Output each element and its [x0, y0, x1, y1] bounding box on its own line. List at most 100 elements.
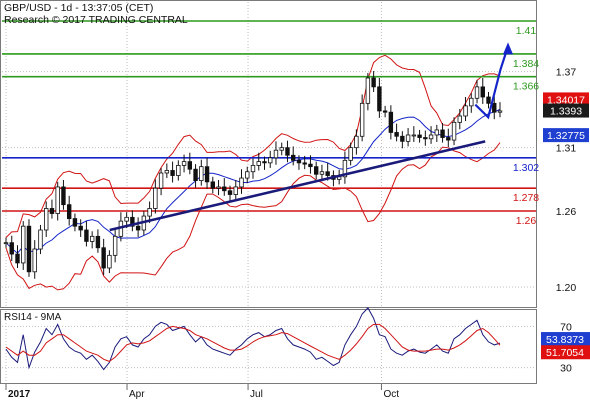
candle-body	[463, 105, 468, 117]
candle-body	[101, 247, 106, 269]
candle-body	[193, 168, 198, 181]
level-label: 1.26	[516, 215, 537, 227]
candle-body	[26, 225, 32, 273]
price-panel: 1.41 1.384 1.366 1.302 1.278 1.26 1.37 1.31 1.2…	[0, 0, 589, 308]
price-tick-label: 1.26	[556, 206, 577, 218]
candle-body	[354, 135, 359, 149]
candle-body	[474, 86, 480, 99]
candle-body	[394, 132, 399, 137]
rsi-tag-label: 51.7054	[546, 347, 584, 359]
candle-body	[446, 137, 451, 141]
candle-body	[302, 162, 307, 165]
candle-body	[72, 218, 78, 227]
candle-body	[95, 235, 101, 249]
candle-body	[153, 187, 158, 209]
candle-body	[256, 161, 261, 166]
rsi-panel-border	[0, 309, 537, 384]
candle-body	[227, 190, 233, 195]
candle-body	[204, 166, 210, 183]
price-tag	[543, 128, 589, 143]
candle-body	[388, 111, 394, 133]
candle-body	[342, 159, 348, 178]
candle-body	[359, 102, 365, 137]
price-tag-label: 1.34017	[547, 94, 585, 106]
price-panel-border	[0, 0, 537, 308]
candle-body	[239, 177, 244, 188]
level-label: 1.278	[513, 192, 539, 204]
scenario-path	[474, 45, 510, 120]
x-axis: 2017 Apr Jul Oct	[5, 384, 399, 400]
rsi-tag	[541, 345, 590, 360]
x-tick-label: Apr	[129, 389, 145, 400]
candle-body	[492, 102, 497, 113]
x-tick-label: Jul	[250, 389, 263, 400]
rsi-y-axis: 70 30	[560, 321, 572, 374]
candle-body	[417, 134, 422, 138]
rsi-tick-label: 70	[560, 321, 572, 333]
candle-body	[107, 254, 112, 269]
candle-body	[55, 186, 60, 214]
candle-body	[49, 208, 55, 214]
candle-body	[273, 149, 279, 159]
moving-average	[5, 108, 501, 254]
candle-body	[291, 154, 296, 161]
candle-body	[158, 172, 164, 189]
candle-body	[21, 225, 26, 264]
candle-body	[451, 121, 457, 141]
candlesticks	[3, 71, 503, 279]
bollinger-lower	[5, 142, 501, 291]
rsi-tick-label: 30	[560, 363, 572, 375]
price-tick-label: 1.31	[556, 143, 577, 155]
level-label: 1.384	[513, 58, 539, 70]
candle-body	[176, 164, 181, 176]
candle-body	[268, 157, 273, 164]
x-tick-label: Oct	[383, 389, 399, 400]
rsi-tag-label: 53.8373	[546, 334, 584, 346]
chart-copyright: Research © 2017 TRADING CENTRAL	[4, 14, 188, 26]
scenario-arrowhead	[503, 42, 513, 55]
level-label: 1.302	[513, 162, 539, 174]
candle-body	[480, 86, 485, 98]
candle-body	[147, 208, 152, 217]
candle-body	[377, 86, 382, 112]
scenario-arrow	[474, 42, 513, 120]
x-tick-label: 2017	[8, 389, 31, 400]
price-y-axis: 1.37 1.31 1.26 1.20	[556, 67, 577, 294]
candle-body	[457, 115, 462, 123]
support-resistance-levels: 1.41 1.384 1.366 1.302 1.278 1.26	[2, 20, 539, 227]
candle-body	[434, 129, 440, 136]
rsi-grid	[2, 311, 536, 383]
candle-body	[348, 147, 353, 161]
candle-body	[382, 110, 388, 113]
candle-body	[428, 134, 434, 140]
candle-body	[262, 161, 267, 164]
rsi-ma-line	[5, 323, 501, 362]
candle-body	[279, 147, 284, 151]
candle-body	[423, 137, 428, 140]
rsi-lines	[5, 307, 501, 371]
candle-body	[61, 186, 66, 206]
candle-body	[216, 186, 221, 189]
chart-title: GBP/USD - 1d - 13:37:05 (CET)	[4, 2, 153, 14]
candle-body	[371, 77, 376, 88]
candle-body	[308, 163, 313, 168]
candle-body	[325, 171, 330, 176]
price-tag-label: 1.3393	[550, 106, 582, 118]
candle-body	[250, 164, 256, 173]
candle-body	[66, 204, 72, 220]
candle-body	[233, 186, 238, 195]
candle-body	[319, 171, 325, 175]
candle-body	[365, 77, 371, 104]
candle-body	[296, 159, 302, 164]
candle-body	[15, 253, 20, 264]
candle-body	[199, 166, 204, 182]
candle-body	[486, 96, 491, 104]
candle-body	[78, 225, 83, 231]
candle-body	[170, 170, 175, 176]
candle-body	[164, 170, 170, 174]
candle-body	[135, 225, 141, 231]
rsi-title: RSI14 - 9MA	[4, 312, 62, 323]
rsi-line	[5, 307, 501, 371]
